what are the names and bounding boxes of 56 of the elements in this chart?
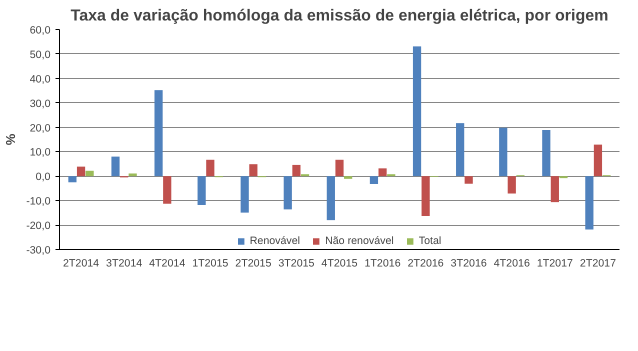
bar [594,144,602,176]
bar [550,176,559,202]
bar [163,176,172,204]
y-tick-label: 40,0 [30,73,51,86]
bar [499,128,508,176]
bar [370,176,378,184]
bar [335,160,344,176]
bar [344,176,352,179]
y-tick-label: 10,0 [30,146,51,159]
x-tick-label: 2T2017 [580,258,616,270]
bar [111,156,120,176]
x-tick-label: 1T2015 [192,258,228,270]
y-tick-label: 60,0 [30,24,51,36]
bar [326,176,335,220]
y-tick-label: 0,0 [36,171,51,184]
bar [68,176,77,182]
x-tick-label: 4T2016 [494,258,530,270]
y-tick-label: 20,0 [30,122,51,134]
bar [249,164,258,176]
x-tick-label: 2T2016 [408,258,444,270]
legend-label: Total [418,235,442,247]
bar [464,176,473,184]
y-tick-label: -10,0 [26,196,51,208]
legend-label: Renovável [250,235,300,247]
y-tick-label: 30,0 [30,98,51,110]
bar [542,130,550,176]
bar [86,170,94,176]
bar [422,176,430,216]
x-tick-label: 1T2016 [364,258,401,270]
x-tick-label: 4T2014 [149,258,186,270]
bar [378,168,387,176]
y-tick-label: -20,0 [26,220,51,232]
y-tick-label: 50,0 [30,48,51,61]
legend-label: Não renovável [325,235,394,247]
bar [128,173,137,176]
bar [456,123,464,176]
bar [206,160,214,176]
bar [508,176,516,194]
x-tick-label: 1T2017 [536,258,574,270]
bar [240,176,249,213]
bar [412,46,422,176]
x-tick-label: 4T2015 [321,258,358,270]
bar [284,176,292,210]
y-tick-label: -30,0 [26,244,51,256]
x-tick-label: 2T2014 [62,258,100,270]
bar [198,176,206,206]
bar [585,176,594,230]
bar [292,164,301,176]
x-tick-label: 2T2015 [235,258,272,270]
x-tick-label: 3T2015 [278,258,315,270]
y-axis-title: % [3,133,18,146]
bar [76,166,86,176]
x-tick-label: 3T2014 [106,258,142,270]
bar [154,90,163,176]
x-tick-label: 3T2016 [450,258,487,270]
chart-title: Taxa de variação homóloga da emissão de energia elétrica, por origem [70,8,608,24]
